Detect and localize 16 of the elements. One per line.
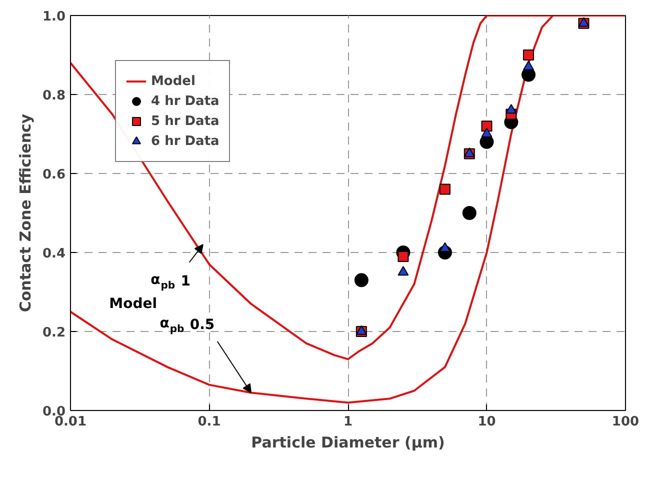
x-tick-label: 1 xyxy=(343,414,353,430)
x-axis-title: Particle Diameter (µm) xyxy=(251,434,445,452)
y-tick-label: 0.8 xyxy=(42,88,66,104)
x-tick-label: 0.1 xyxy=(198,414,221,430)
legend-label: Model xyxy=(151,74,196,88)
y-tick-label: 0.6 xyxy=(42,168,66,182)
y-axis-title: Contact Zone Efficiency xyxy=(16,114,34,312)
y-tick-label: 1.0 xyxy=(42,10,66,24)
legend-label: 6 hr Data xyxy=(151,134,220,148)
legend-label: 5 hr Data xyxy=(151,114,220,128)
y-tick-label: 0.4 xyxy=(42,246,66,262)
y-tick-label: 0.2 xyxy=(42,326,66,340)
annotation: Model xyxy=(109,296,158,312)
x-tick-label: 10 xyxy=(478,414,496,430)
legend-label: 4 hr Data xyxy=(151,94,220,108)
x-tick-label: 100 xyxy=(612,414,640,430)
